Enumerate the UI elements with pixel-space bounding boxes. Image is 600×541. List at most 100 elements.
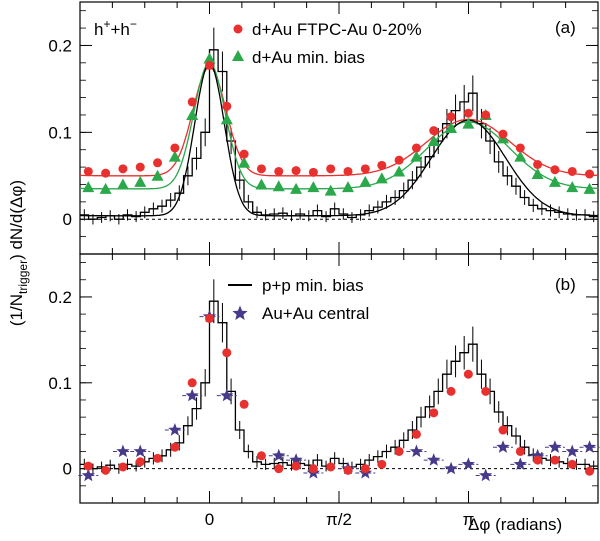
triangle-point	[151, 169, 164, 181]
legend-label-auau: Au+Au central	[262, 304, 369, 323]
x-tick-label-0: 0	[205, 510, 214, 529]
triangle-point	[272, 180, 285, 192]
circle-point	[135, 162, 145, 172]
circle-point	[585, 169, 595, 179]
circle-point	[308, 167, 318, 177]
star-point	[444, 461, 458, 475]
panel-a: 0 0.1 0.2	[48, 2, 599, 254]
star-point	[479, 468, 493, 482]
circle-point	[463, 108, 473, 118]
star-point	[582, 440, 597, 453]
y-tick-label-a-2: 0.2	[48, 36, 72, 55]
circle-point	[274, 464, 284, 474]
triangle-point	[255, 178, 268, 190]
legend-marker-dau-minbias	[232, 50, 244, 61]
circle-point	[308, 464, 318, 474]
circle-point	[170, 143, 180, 153]
triangle-point	[342, 181, 355, 193]
star-point	[185, 388, 199, 402]
triangle-point	[462, 117, 475, 129]
legend-marker-auau	[232, 305, 248, 320]
circle-point	[101, 168, 111, 178]
circle-point	[567, 459, 577, 469]
fit-curve-pp	[79, 62, 598, 217]
triangle-point	[445, 122, 458, 133]
triangle-point	[548, 175, 561, 187]
legend-label-dau-minbias: d+Au min. bias	[252, 48, 365, 67]
circle-point	[205, 313, 214, 323]
circle-point	[515, 446, 525, 456]
circle-point	[274, 166, 284, 176]
circle-point	[170, 442, 180, 452]
circle-point	[377, 459, 387, 469]
circle-point	[222, 101, 232, 111]
pp-histogram-a	[80, 49, 598, 220]
circle-point	[481, 386, 491, 396]
triangle-point	[116, 178, 129, 190]
circle-point	[394, 446, 404, 456]
circle-point	[326, 164, 336, 174]
circle-point	[326, 462, 336, 472]
panel-b-label: (b)	[555, 275, 576, 294]
star-point	[531, 448, 545, 462]
circle-point	[429, 126, 439, 136]
star-point	[220, 388, 234, 402]
y-tick-label-b-2: 0.2	[48, 288, 72, 307]
x-tick-label-1: π/2	[326, 510, 352, 529]
circle-point	[533, 455, 543, 465]
circle-point	[83, 461, 93, 471]
y-tick-label-b-1: 0.1	[48, 374, 72, 393]
circle-point	[291, 461, 301, 471]
circle-point	[256, 164, 266, 174]
triangle-point	[359, 175, 372, 187]
circle-point	[377, 160, 387, 170]
star-point	[289, 453, 303, 466]
circle-point	[463, 369, 473, 379]
triangle-point	[290, 182, 303, 194]
circle-point	[135, 457, 145, 467]
panel-a-frame	[79, 1, 599, 255]
circle-point	[567, 166, 577, 176]
circle-point	[222, 348, 232, 358]
triangle-point	[393, 165, 406, 177]
pp-histogram-b	[80, 300, 598, 470]
triangle-point	[134, 175, 147, 187]
star-point	[81, 468, 95, 482]
triangle-point	[220, 113, 233, 125]
triangle-point	[324, 184, 337, 196]
triangle-point	[99, 182, 112, 194]
circle-point	[256, 451, 266, 461]
star-point	[461, 457, 475, 470]
circle-point	[83, 166, 93, 176]
circle-point	[205, 60, 214, 70]
circle-point	[411, 143, 421, 153]
circle-point	[446, 386, 456, 396]
triangle-point	[566, 181, 579, 193]
y-tick-label-a-0: 0	[63, 210, 72, 229]
circle-point	[101, 465, 111, 475]
circle-point	[360, 464, 370, 474]
circle-point	[446, 112, 456, 122]
triangle-point	[531, 168, 544, 180]
circle-point	[187, 378, 197, 388]
circle-point	[153, 158, 163, 168]
circle-point	[498, 129, 508, 139]
y-tick-label-b-0: 0	[63, 460, 72, 479]
legend-label-dau-ftpc: d+Au FTPC-Au 0-20%	[252, 20, 422, 39]
triangle-point	[427, 135, 440, 147]
circle-point	[343, 465, 353, 475]
triangle-point	[203, 52, 216, 64]
circle-point	[515, 143, 525, 153]
star-point	[496, 440, 510, 453]
circle-point	[187, 97, 197, 107]
triangle-point	[410, 150, 423, 162]
triangle-point	[514, 150, 527, 162]
fit-curve-dau-minbias	[79, 62, 598, 190]
star-point	[116, 444, 130, 458]
circle-point	[498, 425, 508, 435]
circle-point	[118, 462, 128, 472]
star-point	[565, 444, 579, 458]
triangle-point	[307, 181, 320, 193]
triangle-point	[186, 108, 199, 120]
